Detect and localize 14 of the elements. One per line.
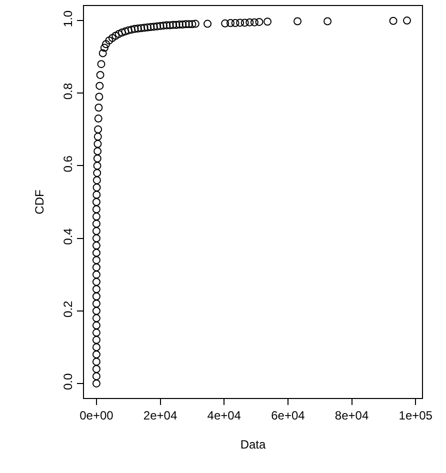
- x-tick-label: 1e+05: [398, 408, 433, 422]
- x-tick-label: 8e+04: [334, 408, 369, 422]
- x-tick-label: 0e+00: [80, 408, 114, 422]
- x-axis-title: Data: [240, 437, 266, 452]
- y-tick-label: 0.4: [61, 228, 76, 245]
- y-tick-label: 1.0: [61, 10, 76, 28]
- x-tick-label: 6e+04: [271, 408, 306, 422]
- y-tick-label: 0.2: [61, 300, 76, 318]
- y-tick-label: 0.0: [61, 373, 76, 390]
- x-tick-label: 2e+04: [143, 408, 178, 422]
- y-tick-label: 0.8: [61, 82, 76, 100]
- x-tick-label: 4e+04: [207, 408, 242, 422]
- y-axis-title: CDF: [32, 190, 46, 214]
- y-tick-label: 0.6: [61, 155, 76, 172]
